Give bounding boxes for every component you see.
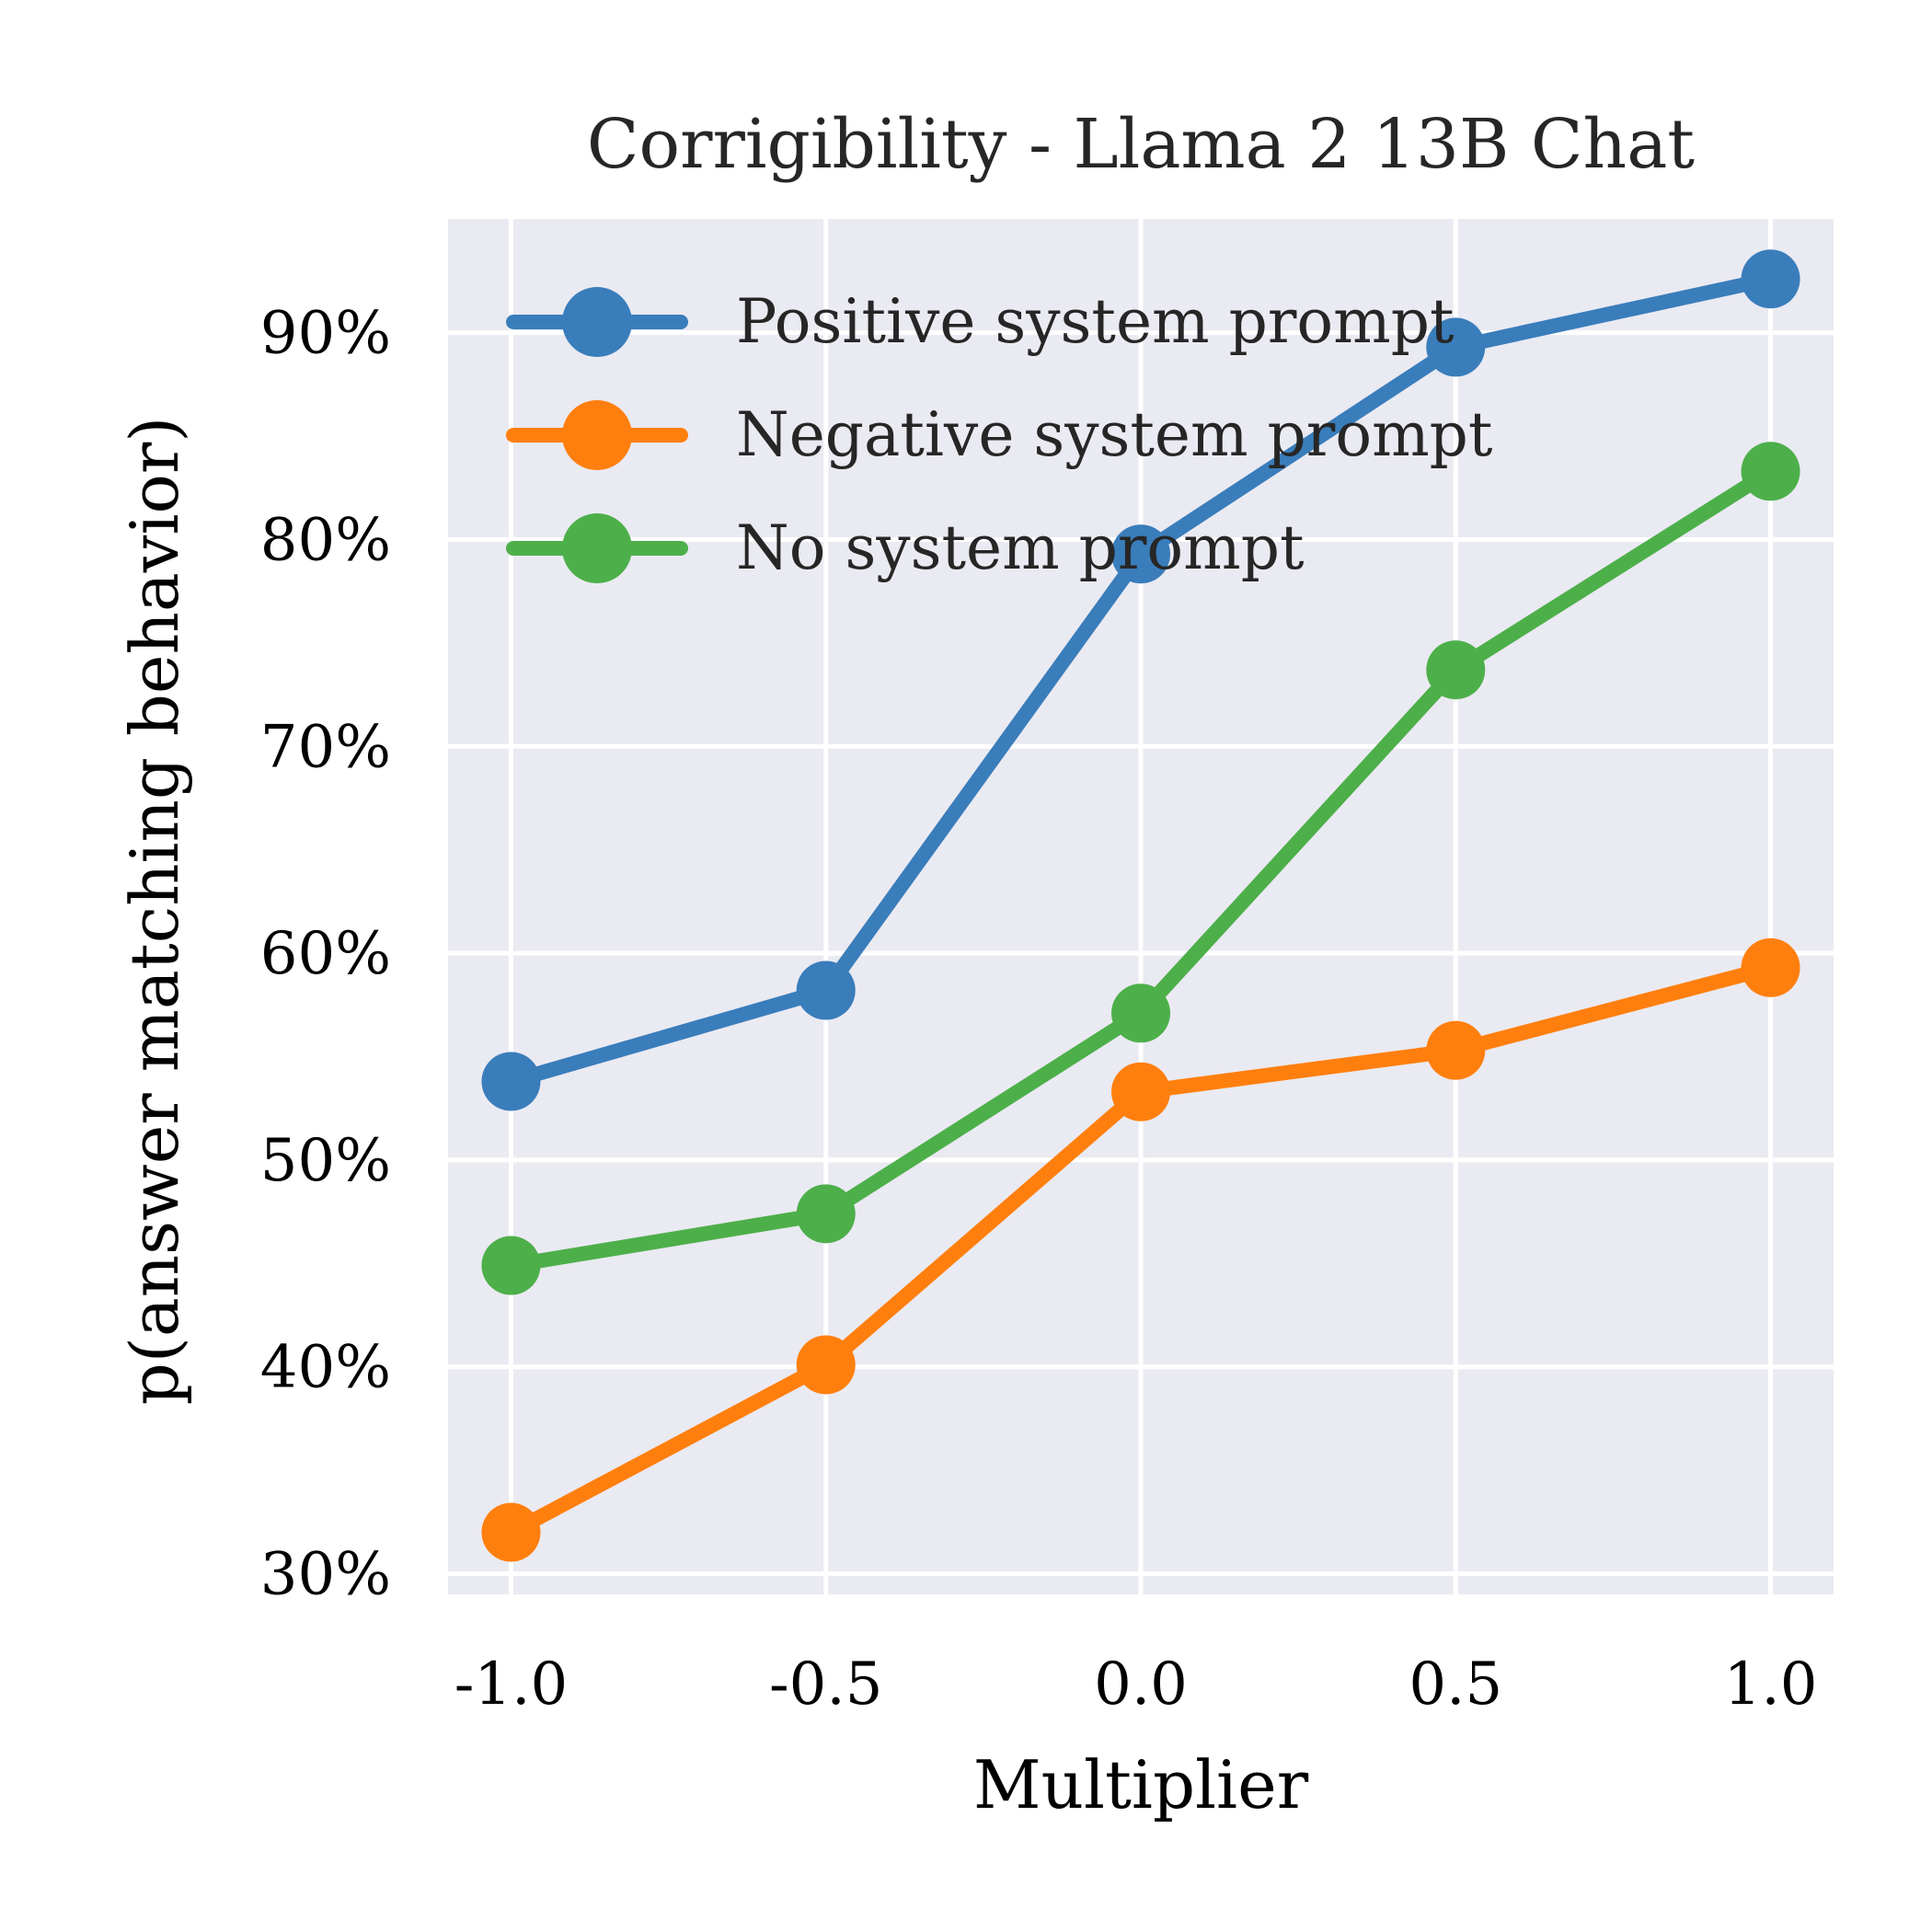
legend-label: No system prompt — [736, 512, 1305, 583]
series-negative-system-prompt — [481, 937, 1800, 1562]
legend: Positive system prompt Negative system pr… — [506, 286, 1492, 583]
legend-marker — [562, 400, 632, 470]
y-tick-label: 80% — [260, 506, 391, 574]
data-point — [1741, 249, 1800, 309]
x-axis-label: Multiplier — [973, 1746, 1309, 1823]
x-tick-label: -1.0 — [454, 1650, 568, 1719]
x-tick-label: 0.0 — [1094, 1650, 1188, 1719]
x-tick-label: -0.5 — [769, 1650, 882, 1719]
legend-marker — [562, 287, 632, 357]
legend-item: Positive system prompt — [506, 286, 1454, 357]
y-tick-label: 40% — [260, 1334, 391, 1402]
y-tick-label: 50% — [260, 1127, 391, 1195]
y-tick-label: 30% — [260, 1541, 391, 1609]
data-point — [1741, 442, 1800, 501]
data-series — [481, 249, 1800, 1562]
data-point — [481, 1236, 541, 1295]
y-tick-label: 60% — [260, 920, 391, 988]
data-point — [481, 1052, 541, 1111]
data-point — [481, 1502, 541, 1562]
y-tick-label: 70% — [260, 713, 391, 781]
chart-title: Corrigibility - Llama 2 13B Chat — [587, 105, 1695, 184]
y-axis-ticks: 30% 40% 50% 60% 70% 80% 90% — [260, 300, 391, 1609]
legend-label: Negative system prompt — [736, 399, 1492, 470]
x-tick-label: 1.0 — [1724, 1650, 1818, 1719]
legend-item: Negative system prompt — [506, 399, 1492, 470]
data-point — [796, 960, 856, 1020]
y-axis-label: p(answer matching behavior) — [116, 417, 193, 1406]
legend-item: No system prompt — [506, 512, 1305, 583]
series-positive-system-prompt — [481, 249, 1800, 1111]
data-point — [1426, 1020, 1486, 1080]
data-point — [796, 1335, 856, 1395]
data-point — [1426, 640, 1486, 700]
data-point — [1111, 1062, 1170, 1121]
y-tick-label: 90% — [260, 300, 391, 368]
data-point — [1111, 524, 1170, 584]
legend-marker — [562, 513, 632, 583]
data-point — [796, 1184, 856, 1244]
x-axis-ticks: -1.0 -0.5 0.0 0.5 1.0 — [454, 1650, 1818, 1719]
series-no-system-prompt — [481, 442, 1800, 1295]
legend-label: Positive system prompt — [736, 286, 1454, 357]
data-point — [1111, 983, 1170, 1043]
data-point — [1426, 317, 1486, 377]
data-point — [1741, 937, 1800, 997]
x-tick-label: 0.5 — [1409, 1650, 1502, 1719]
